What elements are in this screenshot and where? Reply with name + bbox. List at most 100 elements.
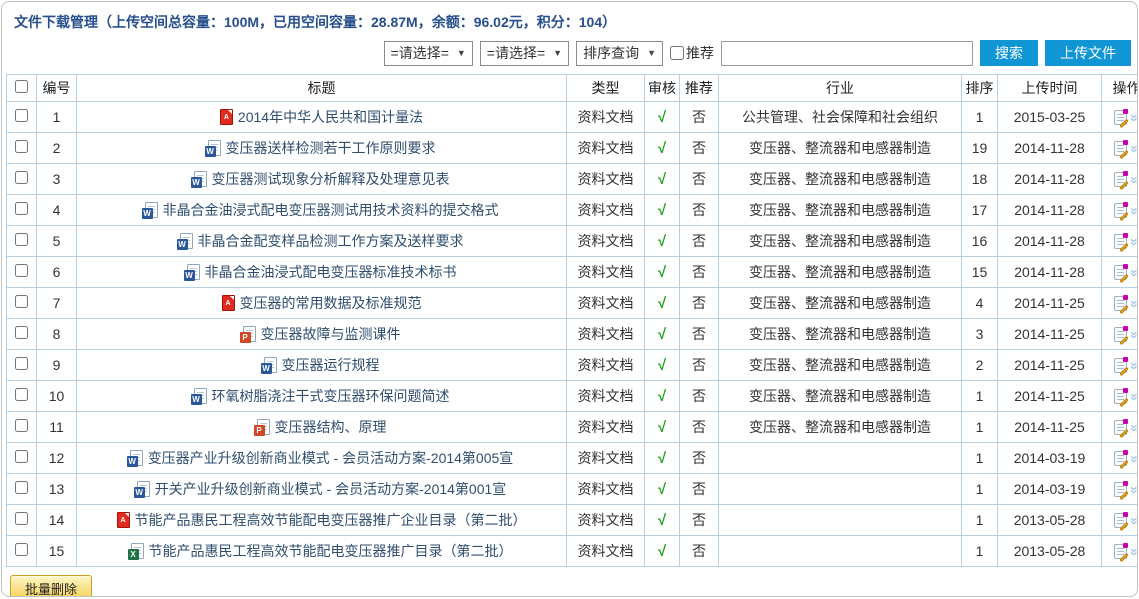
table-header-row: 编号 标题 类型 审核 推荐 行业 排序 上传时间 操作 [6, 74, 1137, 102]
file-title-link[interactable]: 变压器的常用数据及标准规范 [239, 295, 422, 311]
row-number: 15 [36, 535, 77, 567]
industry: 变压器、整流器和电感器制造 [718, 225, 962, 257]
row-checkbox[interactable] [15, 326, 28, 339]
word-file-icon: W [204, 140, 221, 157]
file-title-cell: W 环氧树脂浇注干式变压器环保问题简述 [76, 380, 567, 412]
audit-status: √ [644, 132, 680, 164]
edit-icon[interactable] [1114, 202, 1129, 222]
edit-icon[interactable] [1114, 388, 1129, 408]
filter-select-1[interactable]: =请选择= ▼ [383, 40, 473, 66]
upload-file-button[interactable]: 上传文件 [1045, 40, 1131, 66]
expand-chevron-icon[interactable]: » [1127, 145, 1137, 153]
edit-icon[interactable] [1114, 171, 1129, 191]
expand-chevron-icon[interactable]: » [1127, 331, 1137, 339]
row-checkbox[interactable] [15, 264, 28, 277]
audit-check-icon: √ [657, 232, 667, 250]
expand-chevron-icon[interactable]: » [1127, 362, 1137, 370]
row-checkbox[interactable] [15, 512, 28, 525]
sort-order: 4 [961, 287, 998, 319]
header-recommend: 推荐 [679, 74, 719, 102]
file-title-link[interactable]: 变压器送样检测若干工作原则要求 [225, 140, 436, 156]
recommend-status: 否 [679, 473, 719, 505]
file-title-link[interactable]: 变压器故障与监测课件 [260, 326, 401, 342]
upload-time: 2014-03-19 [997, 442, 1102, 474]
row-checkbox[interactable] [15, 543, 28, 556]
table-row: 5 W 非晶合金配变样品检测工作方案及送样要求 资料文档 √ 否变压器、整流器和电感器制造… [6, 225, 1137, 257]
row-checkbox[interactable] [15, 202, 28, 215]
edit-icon[interactable] [1114, 140, 1129, 160]
audit-status: √ [644, 535, 680, 567]
expand-chevron-icon[interactable]: » [1127, 238, 1137, 246]
pdf-file-icon: A [219, 109, 233, 125]
file-type: 资料文档 [566, 101, 645, 133]
row-checkbox[interactable] [15, 171, 28, 184]
expand-chevron-icon[interactable]: » [1127, 207, 1137, 215]
expand-chevron-icon[interactable]: » [1127, 455, 1137, 463]
row-checkbox[interactable] [15, 419, 28, 432]
row-checkbox[interactable] [15, 233, 28, 246]
recommend-checkbox[interactable] [670, 46, 684, 60]
file-title-link[interactable]: 节能产品惠民工程高效节能配电变压器推广目录（第二批） [148, 543, 513, 559]
edit-icon[interactable] [1114, 481, 1129, 501]
file-title-link[interactable]: 非晶合金油浸式配电变压器测试用技术资料的提交格式 [162, 202, 499, 218]
expand-chevron-icon[interactable]: » [1127, 548, 1137, 556]
edit-icon[interactable] [1114, 357, 1129, 377]
edit-icon[interactable] [1114, 450, 1129, 470]
file-title-cell: A 2014年中华人民共和国计量法 [76, 101, 567, 133]
audit-check-icon: √ [657, 480, 667, 498]
select-all-checkbox[interactable] [15, 80, 28, 93]
row-checkbox-cell [6, 101, 37, 133]
audit-check-icon: √ [657, 325, 667, 343]
edit-icon[interactable] [1114, 512, 1129, 532]
batch-delete-button[interactable]: 批量删除 [10, 575, 93, 596]
row-checkbox[interactable] [15, 295, 28, 308]
file-title-link[interactable]: 2014年中华人民共和国计量法 [237, 109, 424, 125]
file-title-link[interactable]: 变压器测试现象分析解释及处理意见表 [211, 171, 450, 187]
expand-chevron-icon[interactable]: » [1127, 114, 1137, 122]
file-title-link[interactable]: 变压器运行规程 [281, 357, 380, 373]
edit-icon[interactable] [1114, 326, 1129, 346]
file-type: 资料文档 [566, 163, 645, 195]
row-checkbox[interactable] [15, 140, 28, 153]
industry: 变压器、整流器和电感器制造 [718, 163, 962, 195]
row-checkbox[interactable] [15, 481, 28, 494]
expand-chevron-icon[interactable]: » [1127, 424, 1137, 432]
table-row: 12 W 变压器产业升级创新商业模式 - 会员活动方案-2014第005宣 资料文档 √… [6, 442, 1137, 474]
file-title-link[interactable]: 非晶合金配变样品检测工作方案及送样要求 [197, 233, 464, 249]
file-type: 资料文档 [566, 349, 645, 381]
expand-chevron-icon[interactable]: » [1127, 517, 1137, 525]
row-number: 2 [36, 132, 77, 164]
search-input[interactable] [721, 40, 973, 66]
row-checkbox[interactable] [15, 450, 28, 463]
expand-chevron-icon[interactable]: » [1127, 486, 1137, 494]
row-checkbox[interactable] [15, 357, 28, 370]
search-button[interactable]: 搜索 [980, 40, 1038, 66]
file-title-link[interactable]: 开关产业升级创新商业模式 - 会员活动方案-2014第001宣 [154, 481, 507, 497]
edit-icon[interactable] [1114, 419, 1129, 439]
file-title-link[interactable]: 环氧树脂浇注干式变压器环保问题简述 [211, 388, 450, 404]
expand-chevron-icon[interactable]: » [1127, 300, 1137, 308]
ppt-file-icon: P [239, 326, 256, 343]
expand-chevron-icon[interactable]: » [1127, 393, 1137, 401]
file-title-link[interactable]: 非晶合金油浸式配电变压器标准技术标书 [204, 264, 457, 280]
sort-select[interactable]: 排序查询 ▼ [576, 40, 663, 66]
edit-icon[interactable] [1114, 233, 1129, 253]
pdf-file-icon: A [116, 512, 130, 528]
file-title-link[interactable]: 节能产品惠民工程高效节能配电变压器推广企业目录（第二批） [134, 512, 527, 528]
row-number: 13 [36, 473, 77, 505]
expand-chevron-icon[interactable]: » [1127, 176, 1137, 184]
file-title-link[interactable]: 变压器结构、原理 [274, 419, 387, 435]
edit-icon[interactable] [1114, 109, 1129, 129]
row-checkbox-cell [6, 287, 37, 319]
industry [718, 535, 962, 567]
filter-select-2[interactable]: =请选择= ▼ [479, 40, 570, 66]
actions-cell: » [1101, 132, 1137, 164]
row-checkbox[interactable] [15, 109, 28, 122]
file-title-link[interactable]: 变压器产业升级创新商业模式 - 会员活动方案-2014第005宣 [147, 450, 514, 466]
edit-icon[interactable] [1114, 543, 1129, 563]
audit-status: √ [644, 411, 680, 443]
expand-chevron-icon[interactable]: » [1127, 269, 1137, 277]
edit-icon[interactable] [1114, 295, 1129, 315]
row-checkbox[interactable] [15, 388, 28, 401]
edit-icon[interactable] [1114, 264, 1129, 284]
